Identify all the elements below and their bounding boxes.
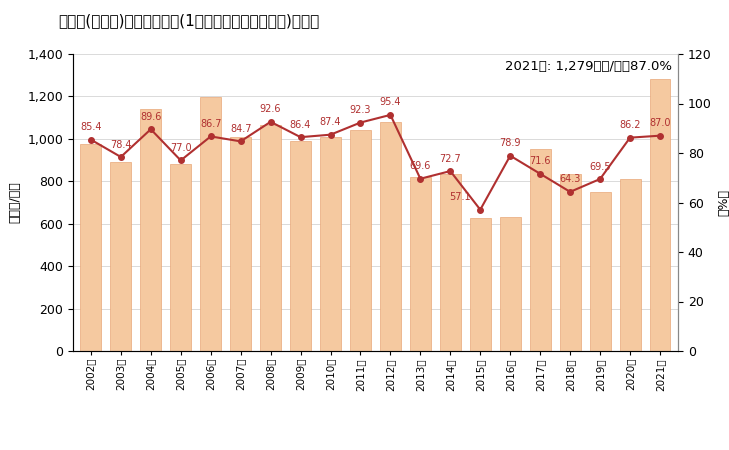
Bar bbox=[560, 174, 580, 351]
Bar bbox=[620, 179, 641, 351]
Bar bbox=[260, 125, 281, 351]
Text: 84.7: 84.7 bbox=[230, 124, 252, 134]
Bar bbox=[230, 137, 251, 351]
Y-axis label: ［万円/人］: ［万円/人］ bbox=[9, 182, 22, 223]
Bar bbox=[469, 218, 491, 351]
Bar bbox=[110, 162, 131, 351]
Bar bbox=[650, 80, 671, 351]
Text: 95.4: 95.4 bbox=[380, 98, 401, 108]
Bar bbox=[200, 98, 221, 351]
Text: 87.0: 87.0 bbox=[650, 118, 671, 128]
Text: 71.6: 71.6 bbox=[529, 156, 551, 166]
Bar bbox=[140, 109, 161, 351]
Text: 57.1: 57.1 bbox=[450, 192, 471, 202]
Bar bbox=[171, 164, 191, 351]
Text: 64.3: 64.3 bbox=[559, 175, 581, 184]
Text: 92.6: 92.6 bbox=[260, 104, 281, 114]
Text: 69.5: 69.5 bbox=[589, 162, 611, 171]
Text: 89.6: 89.6 bbox=[140, 112, 161, 122]
Text: 92.3: 92.3 bbox=[350, 105, 371, 115]
Text: 白岡市(埼玉県)の労働生産性(1人当たり粗付加価値額)の推移: 白岡市(埼玉県)の労働生産性(1人当たり粗付加価値額)の推移 bbox=[58, 14, 319, 28]
Bar bbox=[350, 130, 371, 351]
Text: 87.4: 87.4 bbox=[320, 117, 341, 127]
Bar bbox=[530, 149, 550, 351]
Text: 2021年: 1,279万円/人，87.0%: 2021年: 1,279万円/人，87.0% bbox=[505, 60, 672, 73]
Text: 86.4: 86.4 bbox=[290, 120, 311, 130]
Bar bbox=[320, 137, 341, 351]
Bar bbox=[440, 174, 461, 351]
Text: 77.0: 77.0 bbox=[170, 143, 192, 153]
Text: 85.4: 85.4 bbox=[80, 122, 101, 132]
Bar bbox=[80, 144, 101, 351]
Legend: 1人当たり粗付加価値額（左軸）, 対全国比（右軸）（右軸）: 1人当たり粗付加価値額（左軸）, 対全国比（右軸）（右軸） bbox=[158, 447, 447, 450]
Text: 78.4: 78.4 bbox=[110, 140, 131, 149]
Bar bbox=[410, 177, 431, 351]
Text: 78.9: 78.9 bbox=[499, 138, 521, 148]
Bar bbox=[590, 192, 611, 351]
Text: 72.7: 72.7 bbox=[440, 153, 461, 164]
Text: 86.7: 86.7 bbox=[200, 119, 222, 129]
Bar bbox=[500, 217, 521, 351]
Bar bbox=[290, 141, 311, 351]
Text: 86.2: 86.2 bbox=[620, 120, 641, 130]
Y-axis label: ［%］: ［%］ bbox=[717, 189, 729, 216]
Bar bbox=[380, 122, 401, 351]
Text: 69.6: 69.6 bbox=[410, 161, 431, 171]
